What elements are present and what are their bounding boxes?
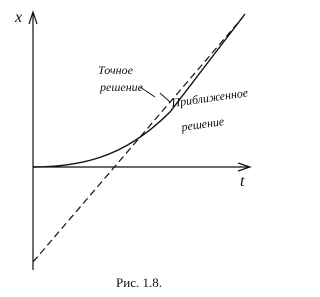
figure: x t Точное решение Приближенное решение … <box>14 9 252 290</box>
y-arrow <box>28 10 38 25</box>
x-label: t <box>240 173 245 190</box>
exact-curve <box>32 13 246 168</box>
label: Точное <box>98 63 134 77</box>
y-label: x <box>14 9 22 26</box>
pointer <box>159 92 171 103</box>
approx-line <box>32 16 244 263</box>
label: Приближенное <box>169 85 249 110</box>
pointer <box>139 86 156 98</box>
caption: Рис. 1.8. <box>116 275 162 290</box>
x-arrow <box>237 162 252 172</box>
label: решение <box>179 114 225 134</box>
label: решение <box>99 80 144 94</box>
